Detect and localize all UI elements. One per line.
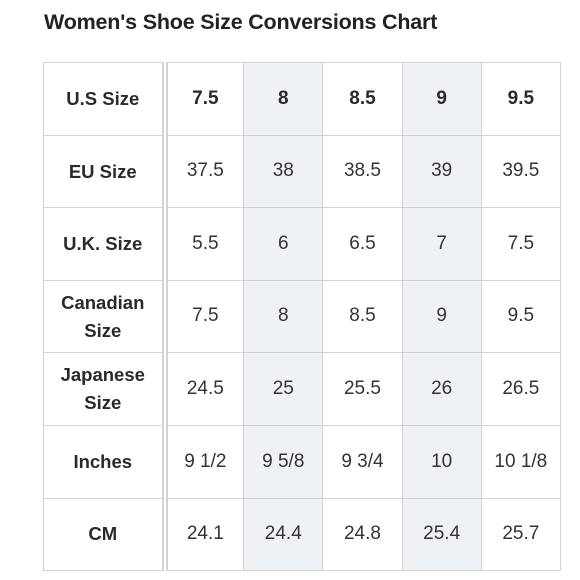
table-cell: 5.5	[163, 207, 245, 281]
row-label: U.K. Size	[43, 207, 168, 281]
table-cell: 9	[401, 279, 482, 354]
table-cell: 7.5	[163, 279, 245, 354]
row-label: Inches	[43, 424, 168, 499]
table-cell: 25	[243, 352, 324, 426]
table-cell: 39	[401, 134, 482, 209]
table-cell: 9 3/4	[322, 424, 403, 499]
table-cell: 10 1/8	[480, 424, 561, 499]
table-cell: 37.5	[163, 134, 245, 209]
table-cell: 8.5	[322, 279, 403, 354]
table-cell: 9.5	[480, 62, 561, 136]
table-cell: 8	[243, 279, 324, 354]
table-cell: 24.5	[163, 352, 245, 426]
table-cell: 39.5	[480, 134, 561, 209]
table-cell: 24.4	[243, 497, 324, 572]
table-cell: 10	[401, 424, 482, 499]
table-cell: 38.5	[322, 134, 403, 209]
table-cell: 25.7	[480, 497, 561, 572]
row-label: EU Size	[43, 134, 168, 209]
table-cell: 7	[401, 207, 482, 281]
table-cell: 26	[401, 352, 482, 426]
table-cell: 24.8	[322, 497, 403, 572]
row-label: Canadian Size	[43, 279, 168, 354]
table-cell: 26.5	[480, 352, 561, 426]
table-cell: 9 5/8	[243, 424, 324, 499]
table-cell: 38	[243, 134, 324, 209]
row-label: Japanese Size	[43, 352, 168, 426]
size-conversion-table-container: U.S Size 7.5 8 8.5 9 9.5 EU Size 37.5 38 38.5 39 39…	[43, 62, 561, 572]
row-label: U.S Size	[43, 62, 168, 136]
table-cell: 9.5	[480, 279, 561, 354]
table-row: Canadian Size 7.5 8 8.5 9 9.5	[43, 279, 561, 354]
table-cell: 9 1/2	[163, 424, 245, 499]
table-cell: 7.5	[163, 62, 245, 136]
table-cell: 25.4	[401, 497, 482, 572]
table-cell: 8	[243, 62, 324, 136]
table-cell: 6	[243, 207, 324, 281]
size-conversion-table: U.S Size 7.5 8 8.5 9 9.5 EU Size 37.5 38 38.5 39 39…	[43, 62, 561, 572]
table-row: U.S Size 7.5 8 8.5 9 9.5	[43, 62, 561, 136]
table-cell: 9	[401, 62, 482, 136]
table-cell: 7.5	[480, 207, 561, 281]
table-row: EU Size 37.5 38 38.5 39 39.5	[43, 134, 561, 209]
table-row: Japanese Size 24.5 25 25.5 26 26.5	[43, 352, 561, 426]
table-cell: 6.5	[322, 207, 403, 281]
table-row: U.K. Size 5.5 6 6.5 7 7.5	[43, 207, 561, 281]
row-label: CM	[43, 497, 168, 572]
table-row: Inches 9 1/2 9 5/8 9 3/4 10 10 1/8	[43, 424, 561, 499]
table-cell: 24.1	[163, 497, 245, 572]
table-cell: 8.5	[322, 62, 403, 136]
table-cell: 25.5	[322, 352, 403, 426]
table-row: CM 24.1 24.4 24.8 25.4 25.7	[43, 497, 561, 572]
page-title: Women's Shoe Size Conversions Chart	[44, 10, 438, 34]
